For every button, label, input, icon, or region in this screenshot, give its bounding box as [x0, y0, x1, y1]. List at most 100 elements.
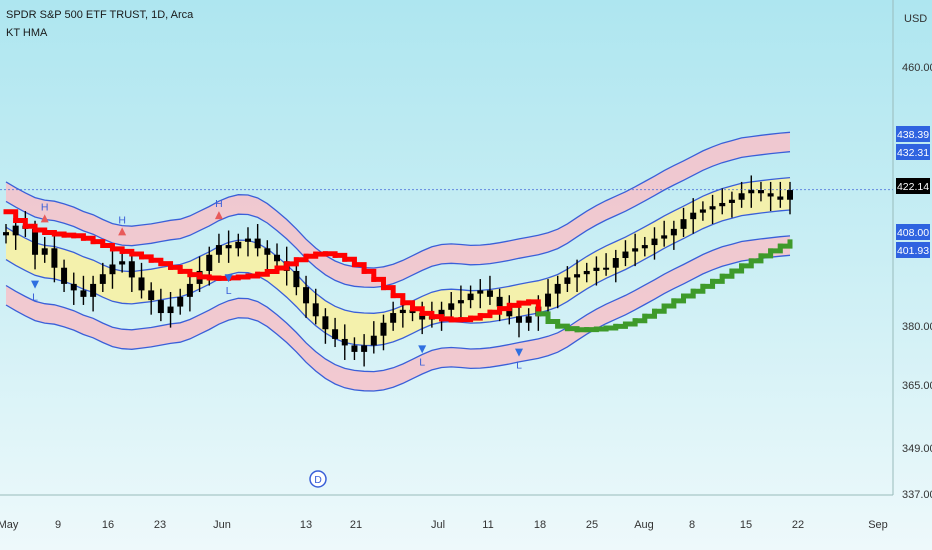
candle-body — [215, 245, 222, 255]
x-tick-label: 22 — [792, 519, 804, 531]
candle-body — [341, 338, 348, 346]
candle-body — [186, 283, 193, 297]
hma-line — [3, 209, 793, 333]
price-badge-label: 401.93 — [897, 245, 929, 257]
candle-body — [390, 313, 397, 323]
low-marker-arrow — [224, 274, 233, 283]
candle-body — [3, 232, 9, 236]
y-tick-label: 349.00 — [902, 443, 932, 455]
candle-body — [128, 261, 135, 278]
y-tick-label: 337.00 — [902, 489, 932, 501]
x-tick-label: 9 — [55, 519, 61, 531]
candles — [3, 175, 793, 367]
price-badge-bg — [896, 178, 930, 194]
hma-segment-up — [535, 311, 551, 324]
price-badges: 438.39 432.31 422.14 408.00 401.93 — [896, 126, 930, 258]
candle-body — [409, 309, 416, 314]
candle-body — [457, 300, 464, 304]
price-badge-label: 422.14 — [897, 181, 929, 193]
candle-body — [370, 335, 377, 346]
candle-body — [70, 283, 77, 291]
x-tick-label: 13 — [300, 519, 312, 531]
candle-body — [728, 199, 735, 203]
candle-body — [90, 283, 97, 297]
low-marker-label: L — [226, 285, 232, 297]
candle-body — [719, 202, 726, 207]
x-tick-label: Jul — [431, 519, 445, 531]
candle-body — [593, 267, 600, 271]
hma-segment-down — [371, 276, 386, 291]
high-marker-label: H — [215, 198, 223, 210]
candle-body — [80, 290, 87, 297]
candle-body — [177, 296, 184, 307]
candle-body — [748, 190, 755, 194]
candle-body — [274, 254, 281, 262]
candle-body — [641, 245, 648, 249]
high-marker-label: H — [41, 201, 49, 213]
event-marker-label: D — [314, 474, 322, 486]
hl-markers: L H H H L L L — [31, 198, 523, 372]
x-tick-label: May — [0, 519, 19, 531]
candle-body — [322, 316, 329, 330]
x-tick-label: 15 — [740, 519, 752, 531]
candle-body — [477, 290, 484, 294]
candle-body — [244, 238, 251, 242]
candle-body — [632, 248, 639, 252]
symbol-title[interactable]: SPDR S&P 500 ETF TRUST, 1D, Arca — [6, 9, 194, 21]
inner-band — [5, 131, 791, 392]
candle-body — [612, 258, 619, 268]
candle-body — [767, 193, 774, 197]
candle-body — [651, 238, 658, 246]
x-tick-label: 18 — [534, 519, 546, 531]
hma-segment-down — [380, 285, 396, 299]
candle-body — [583, 270, 590, 275]
candle-body — [303, 287, 310, 304]
candle-body — [515, 316, 522, 323]
candle-body — [467, 293, 474, 301]
price-badge-label: 408.00 — [897, 227, 929, 239]
candle-body — [787, 190, 793, 200]
candle-body — [157, 300, 164, 314]
candle-body — [148, 290, 155, 301]
candle-body — [709, 206, 716, 210]
x-tick-label: 23 — [154, 519, 166, 531]
low-marker-arrow — [31, 280, 40, 289]
x-tick-label: 16 — [102, 519, 114, 531]
low-marker-label: L — [516, 360, 522, 372]
hma-segment-down — [361, 268, 377, 282]
candle-body — [574, 274, 581, 278]
candle-body — [332, 329, 339, 339]
candle-body — [99, 274, 106, 284]
candle-body — [399, 309, 406, 314]
chart-legend: SPDR S&P 500 ETF TRUST, 1D, Arca KT HMA — [6, 6, 193, 42]
candle-body — [603, 267, 610, 270]
candle-body — [699, 209, 706, 213]
candle-body — [293, 270, 300, 288]
candle-body — [351, 345, 358, 352]
indicator-title[interactable]: KT HMA — [6, 27, 48, 39]
x-tick-label: 25 — [586, 519, 598, 531]
x-tick-label: Jun — [213, 519, 231, 531]
candle-body — [264, 248, 271, 255]
axes: USD 460.00 380.00 365.00 349.00 337.00 May 9 16 2… — [0, 0, 932, 531]
price-badge-bg — [896, 242, 930, 258]
low-marker-arrow — [418, 345, 427, 354]
candle-body — [670, 228, 677, 236]
candle-body — [738, 193, 745, 200]
candle-body — [496, 296, 503, 307]
candle-body — [119, 261, 126, 265]
candle-body — [554, 283, 561, 294]
candle-body — [254, 238, 261, 249]
x-tick-label: 8 — [689, 519, 695, 531]
candle-body — [506, 306, 513, 317]
high-marker-arrow — [214, 211, 223, 220]
high-marker-label: H — [118, 214, 126, 226]
x-tick-label: 11 — [482, 519, 493, 531]
candle-body — [12, 225, 19, 236]
hma-segment-down — [3, 209, 19, 224]
candle-body — [109, 264, 116, 275]
band-line-innerLow — [5, 209, 791, 347]
hma-segment-up — [777, 239, 793, 249]
